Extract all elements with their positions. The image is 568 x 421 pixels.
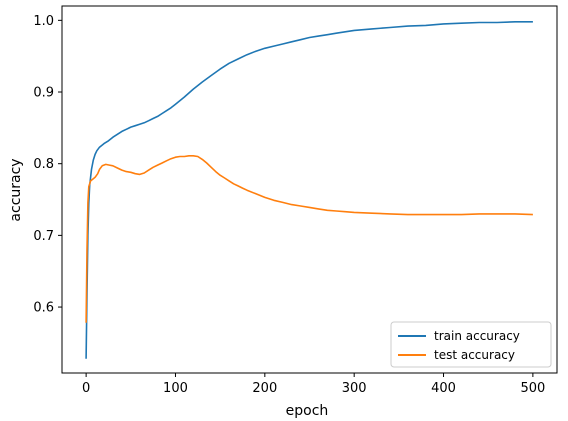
x-axis: 0 100 200 300 400 500	[82, 373, 545, 396]
x-tick-label: 500	[520, 381, 545, 396]
y-tick-label: 1.0	[33, 14, 54, 29]
legend: train accuracy test accuracy	[390, 321, 552, 368]
x-tick-label: 200	[252, 381, 277, 396]
y-axis: 0.6 0.7 0.8 0.9 1.0	[33, 14, 62, 316]
x-tick-label: 0	[82, 381, 90, 396]
y-tick-label: 0.6	[33, 301, 54, 316]
x-tick-label: 400	[431, 381, 456, 396]
legend-label-train-accuracy: train accuracy	[434, 329, 520, 343]
y-tick-label: 0.9	[33, 86, 54, 101]
y-tick-label: 0.8	[33, 157, 54, 172]
x-tick-label: 100	[163, 381, 188, 396]
legend-box	[390, 321, 552, 368]
x-axis-label: epoch	[286, 403, 329, 419]
plot-area	[85, 21, 533, 359]
series-line-0	[85, 21, 533, 359]
x-tick-label: 300	[342, 381, 367, 396]
y-tick-label: 0.7	[33, 229, 54, 244]
y-axis-label: accuracy	[8, 158, 24, 221]
plot-frame	[61, 5, 558, 374]
legend-label-test-accuracy: test accuracy	[434, 348, 515, 362]
series-line-1	[85, 155, 533, 323]
